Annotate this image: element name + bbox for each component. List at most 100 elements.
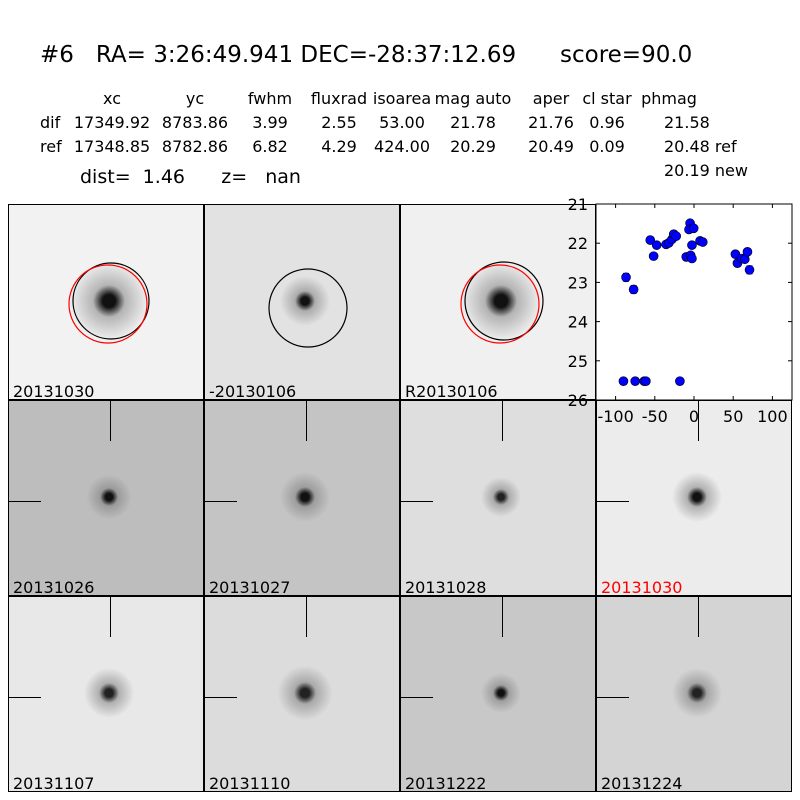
black-aperture-circle	[464, 261, 544, 341]
crosshair-vertical	[502, 597, 503, 637]
crosshair-vertical	[698, 597, 699, 637]
x-tick-label: 100	[757, 407, 788, 426]
row-label: ref	[40, 137, 62, 156]
image-stamp: 20131027	[204, 400, 400, 596]
stamp-date-label: 20131107	[13, 774, 95, 792]
table-cell: 0.96	[589, 113, 625, 132]
crosshair-vertical	[502, 401, 503, 441]
table-cell: 20.49	[528, 137, 574, 156]
stamp-date-label: 20131027	[209, 578, 291, 596]
table-cell: 3.99	[252, 113, 288, 132]
crosshair-vertical	[110, 597, 111, 637]
y-tick-label: 26	[568, 391, 588, 410]
stamp-date-label: 20131222	[405, 774, 487, 792]
stamp-date-label: 20131026	[13, 578, 95, 596]
row-label: dif	[40, 113, 61, 132]
y-tick-label: 22	[568, 234, 588, 253]
data-point	[742, 247, 753, 257]
y-tick-label: 21	[568, 195, 588, 214]
x-tick-label: -50	[642, 407, 668, 426]
crosshair-horizontal	[205, 697, 237, 698]
plot-area	[595, 203, 793, 401]
aperture-overlay	[460, 261, 544, 344]
red-aperture-circle	[68, 264, 148, 344]
black-aperture-circle	[268, 268, 348, 348]
data-point	[744, 265, 755, 275]
column-header: aper	[532, 89, 570, 108]
data-point	[675, 376, 685, 386]
image-stamp: 20131030	[596, 400, 792, 596]
crosshair-vertical	[110, 401, 111, 441]
aperture-overlay	[268, 268, 348, 348]
black-aperture-circle	[72, 262, 150, 340]
aperture-overlay	[68, 262, 150, 344]
crosshair-horizontal	[205, 501, 237, 502]
data-point	[687, 253, 697, 264]
table-cell: 17348.85	[73, 137, 151, 156]
y-tick-label: 25	[568, 352, 588, 371]
data-point	[651, 240, 662, 250]
image-stamp: 20131026	[8, 400, 204, 596]
x-tick-label: -100	[597, 407, 633, 426]
table-cell: 20.29	[450, 137, 496, 156]
y-tick-label: 24	[568, 313, 588, 332]
x-tick-label: 0	[689, 407, 699, 426]
table-cell: 4.29	[321, 137, 357, 156]
table-cell: 8782.86	[161, 137, 229, 156]
crosshair-vertical	[306, 401, 307, 441]
dist-line: dist= 1.46 z= nan	[80, 166, 301, 188]
image-stamp: R20130106	[400, 204, 596, 400]
lightcurve-plot: -100 -50 0 50 100 21 22 23 24 25 26	[568, 195, 800, 433]
table-cell: 424.00	[374, 137, 430, 156]
crosshair-horizontal	[9, 501, 41, 502]
data-point	[671, 231, 682, 241]
image-stamp: 20131107	[8, 596, 204, 792]
crosshair-horizontal	[401, 697, 433, 698]
x-tick-label: 50	[723, 407, 743, 426]
data-point	[628, 284, 639, 295]
table-cell: 21.76	[528, 113, 574, 132]
table-cell: 2.55	[321, 113, 357, 132]
stamp-date-label: 20131224	[601, 774, 683, 792]
table-cell: 20.48 ref	[664, 137, 737, 156]
image-stamp: 20131030	[8, 204, 204, 400]
red-aperture-circle	[460, 264, 540, 344]
stamp-date-label: R20130106	[405, 382, 498, 400]
column-header: fwhm	[247, 89, 293, 108]
column-header: mag auto	[434, 89, 512, 108]
column-header: cl star	[582, 89, 632, 108]
data-point	[641, 376, 651, 386]
image-stamp: 20131222	[400, 596, 596, 792]
stamp-date-label: -20130106	[209, 382, 297, 400]
column-header: yc	[185, 89, 205, 108]
stamp-date-label: 20131110	[209, 774, 291, 792]
table-cell: 8783.86	[161, 113, 229, 132]
crosshair-horizontal	[401, 501, 433, 502]
column-header: phmag	[641, 89, 697, 108]
crosshair-vertical	[306, 597, 307, 637]
column-header: isoarea	[372, 89, 432, 108]
stamp-date-label: 20131028	[405, 578, 487, 596]
table-cell: 17349.92	[73, 113, 151, 132]
data-point	[687, 240, 697, 250]
stamp-date-label: 20131030	[601, 578, 683, 596]
image-stamp: 20131110	[204, 596, 400, 792]
column-header: xc	[103, 89, 121, 108]
figure-title: #6 RA= 3:26:49.941 DEC=-28:37:12.69 scor…	[40, 42, 693, 68]
data-point	[630, 376, 641, 386]
stamp-date-label: 20131030	[13, 382, 95, 400]
y-tick-label: 23	[568, 273, 588, 292]
crosshair-vertical	[698, 401, 699, 441]
data-point	[697, 237, 708, 247]
column-header: fluxrad	[310, 89, 368, 108]
data-point	[648, 251, 659, 261]
table-cell: 6.82	[252, 137, 288, 156]
image-stamp: -20130106	[204, 204, 400, 400]
table-cell: 0.09	[589, 137, 625, 156]
data-point	[688, 223, 699, 234]
table-cell: 21.58	[664, 113, 710, 132]
table-cell: 53.00	[379, 113, 425, 132]
crosshair-horizontal	[597, 697, 629, 698]
table-cell: 21.78	[450, 113, 496, 132]
